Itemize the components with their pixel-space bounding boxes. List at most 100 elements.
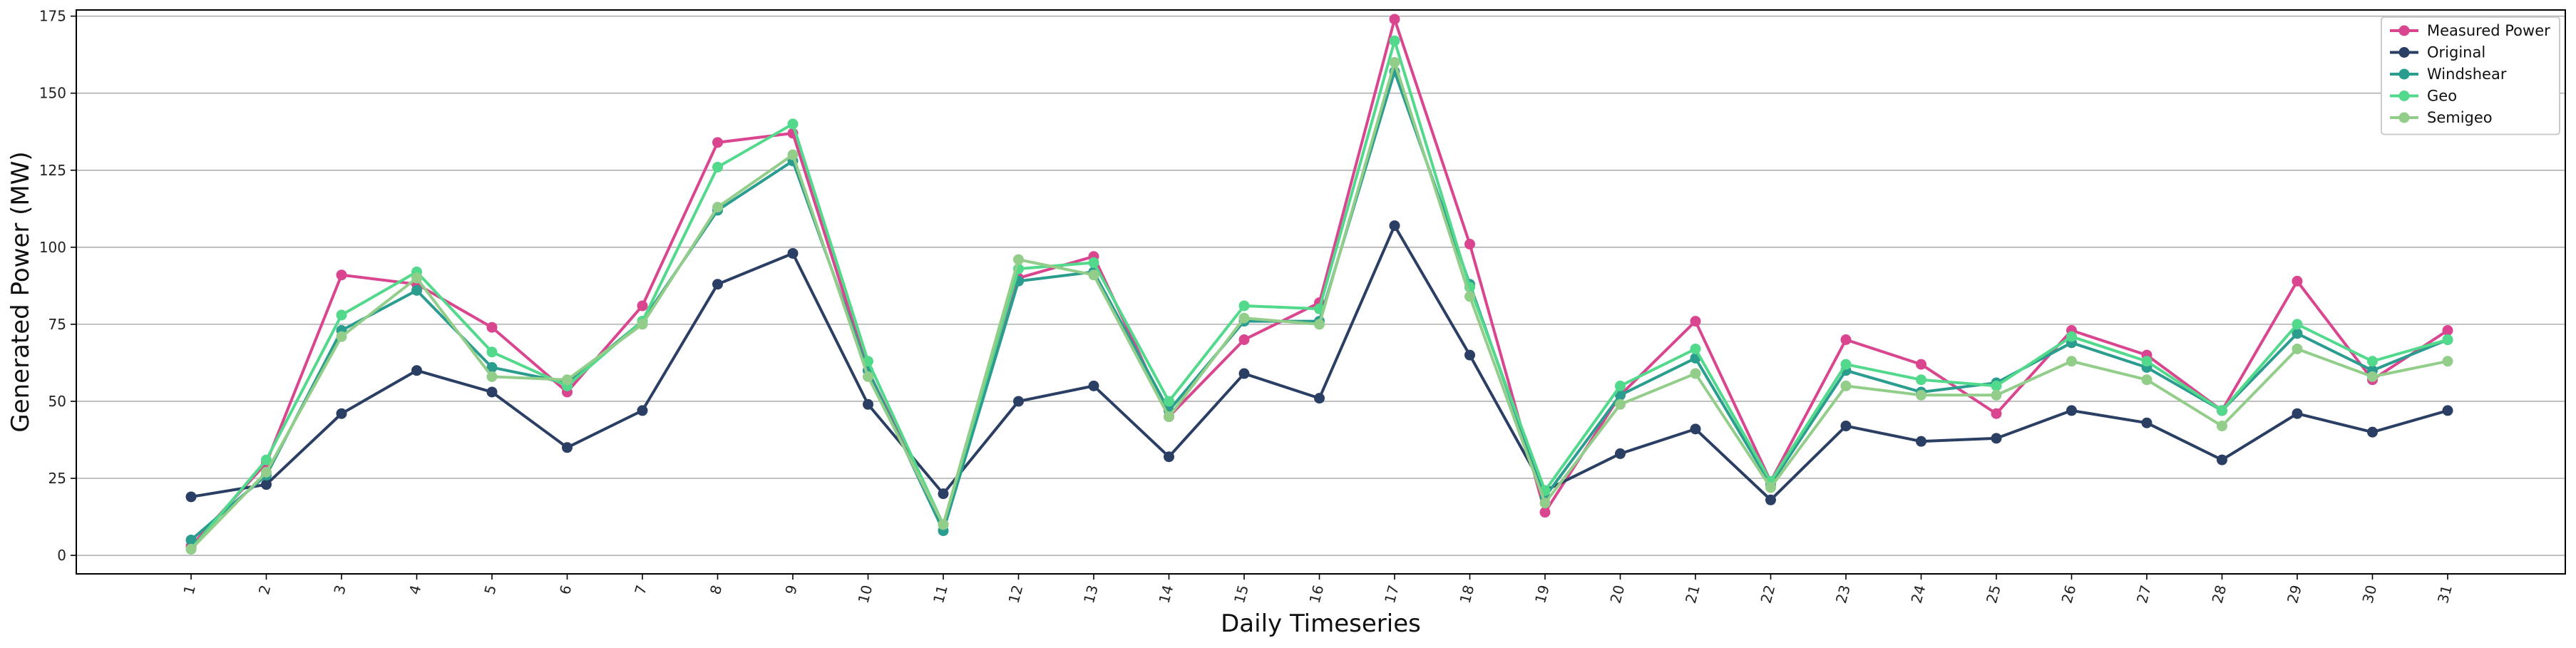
data-point — [1840, 380, 1852, 391]
x-tick-label: 6 — [556, 583, 575, 597]
data-point — [1840, 359, 1852, 370]
x-tick-label: 23 — [1832, 583, 1854, 605]
x-tick-label: 25 — [1983, 583, 2004, 605]
x-axis-label: Daily Timeseries — [1221, 610, 1421, 638]
data-point — [2141, 417, 2152, 428]
data-point — [1916, 389, 1926, 401]
x-tick-label: 15 — [1231, 583, 1252, 605]
data-point — [411, 272, 422, 284]
legend-label: Original — [2427, 44, 2485, 61]
data-point — [2066, 356, 2077, 367]
data-point — [1539, 507, 1551, 518]
data-point — [1238, 312, 1250, 324]
legend-label: Geo — [2427, 88, 2457, 105]
data-point — [1464, 349, 1475, 361]
data-point — [486, 386, 498, 398]
data-point — [336, 331, 347, 342]
data-point — [1991, 380, 2002, 391]
data-point — [562, 374, 573, 386]
data-point — [261, 454, 272, 466]
grid-lines — [76, 15, 2565, 556]
data-point — [2442, 334, 2453, 345]
x-tick-label: 26 — [2058, 583, 2080, 605]
x-tick-label: 17 — [1381, 583, 1402, 605]
x-tick-label: 2 — [255, 583, 274, 597]
legend-swatch-marker — [2398, 68, 2410, 80]
x-tick-label: 13 — [1080, 583, 1102, 605]
data-point — [1389, 35, 1400, 46]
data-point — [411, 365, 422, 376]
data-point — [1314, 319, 1325, 330]
legend: Measured Power Original Windshear Geo Semige… — [2381, 16, 2560, 135]
data-point — [2292, 408, 2303, 419]
data-point — [2367, 426, 2378, 438]
data-point — [1013, 254, 1024, 265]
data-point — [261, 466, 272, 478]
data-point — [1088, 257, 1099, 268]
legend-label: Semigeo — [2427, 109, 2493, 126]
x-tick-label: 16 — [1306, 583, 1328, 605]
data-point — [1088, 380, 1099, 391]
data-point — [261, 479, 272, 490]
data-point — [938, 488, 949, 500]
data-point — [1238, 368, 1250, 379]
x-tick-label: 18 — [1457, 583, 1478, 605]
y-tick-label: 50 — [48, 393, 66, 410]
data-point — [1991, 433, 2002, 444]
data-point — [938, 519, 949, 530]
data-point — [1164, 411, 1174, 423]
series-line — [190, 17, 2449, 547]
data-point — [1765, 494, 1776, 505]
data-point — [1238, 334, 1250, 345]
data-point — [863, 356, 873, 367]
data-point — [1690, 343, 1701, 354]
data-point — [1164, 396, 1174, 407]
data-point — [2217, 421, 2227, 432]
data-point — [1690, 316, 1701, 327]
data-point — [1615, 389, 1626, 401]
data-point — [712, 137, 723, 148]
legend-swatch-marker — [2398, 91, 2410, 101]
x-tick-label: 27 — [2133, 583, 2155, 605]
data-point — [2066, 331, 2077, 342]
x-tick-label: 29 — [2284, 583, 2305, 605]
data-point — [787, 149, 799, 160]
data-point — [411, 284, 422, 296]
x-tick-label: 10 — [855, 583, 876, 605]
data-point — [2367, 371, 2378, 382]
data-point — [2292, 275, 2303, 287]
y-tick-label: 175 — [39, 8, 66, 25]
y-axis-label: Generated Power (MW) — [6, 151, 35, 432]
legend-item: Semigeo — [2390, 109, 2493, 126]
data-point — [1615, 380, 1626, 391]
data-point — [185, 534, 197, 545]
data-point — [1539, 498, 1551, 509]
data-point — [1615, 398, 1626, 410]
data-point — [1765, 482, 1776, 493]
data-point — [185, 491, 197, 503]
data-point — [486, 322, 498, 333]
x-tick-label: 1 — [180, 583, 198, 597]
series-measured-power — [185, 14, 2453, 552]
x-tick-label: 24 — [1908, 583, 1929, 605]
data-point — [486, 346, 498, 358]
y-tick-label: 0 — [57, 547, 66, 564]
data-point — [2442, 356, 2453, 367]
legend-item: Geo — [2390, 88, 2457, 105]
data-point — [712, 202, 723, 213]
legend-item: Measured Power — [2390, 22, 2550, 39]
legend-label: Windshear — [2427, 66, 2507, 83]
series-line — [190, 224, 2448, 502]
data-point — [637, 319, 648, 330]
data-point — [2292, 319, 2303, 330]
data-point — [1013, 396, 1024, 407]
plot-frame — [76, 9, 2566, 575]
x-tick-label: 21 — [1682, 583, 1703, 605]
x-tick-label: 12 — [1005, 583, 1027, 605]
data-point — [1389, 14, 1400, 25]
data-point — [787, 118, 799, 130]
y-tick-label: 75 — [48, 316, 66, 333]
x-tick-label: 7 — [631, 583, 650, 597]
data-point — [712, 279, 723, 290]
